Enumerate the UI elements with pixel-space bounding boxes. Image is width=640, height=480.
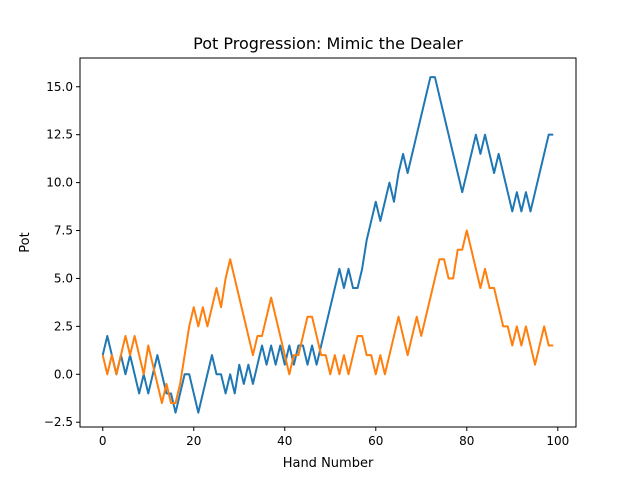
series-line-2 [101, 229, 554, 405]
y-axis-label: Pot [18, 232, 33, 252]
plot-frame [79, 57, 577, 428]
x-axis: 0 20 40 60 80 100 [99, 427, 569, 448]
x-tick-label: 40 [277, 434, 292, 448]
x-tick-label: 20 [186, 434, 201, 448]
y-tick-label: 15.0 [46, 80, 73, 94]
y-tick-label: 12.5 [46, 128, 73, 142]
y-tick-label: 2.5 [54, 319, 73, 333]
y-axis: −2.5 0.0 2.5 5.0 7.5 10.0 12.5 15.0 [44, 80, 80, 429]
x-tick-label: 80 [459, 434, 474, 448]
x-tick-label: 60 [368, 434, 383, 448]
chart-title: Pot Progression: Mimic the Dealer [193, 34, 463, 53]
y-tick-label: 7.5 [54, 224, 73, 238]
x-tick-label: 0 [99, 434, 107, 448]
y-tick-label: 0.0 [54, 367, 73, 381]
y-tick-label: 5.0 [54, 271, 73, 285]
x-tick-label: 100 [546, 434, 569, 448]
series-group [101, 76, 554, 414]
y-tick-label: −2.5 [44, 415, 73, 429]
series-line-1 [101, 76, 554, 414]
plot-area [79, 57, 577, 428]
x-axis-label: Hand Number [283, 456, 374, 471]
y-tick-label: 10.0 [46, 176, 73, 190]
